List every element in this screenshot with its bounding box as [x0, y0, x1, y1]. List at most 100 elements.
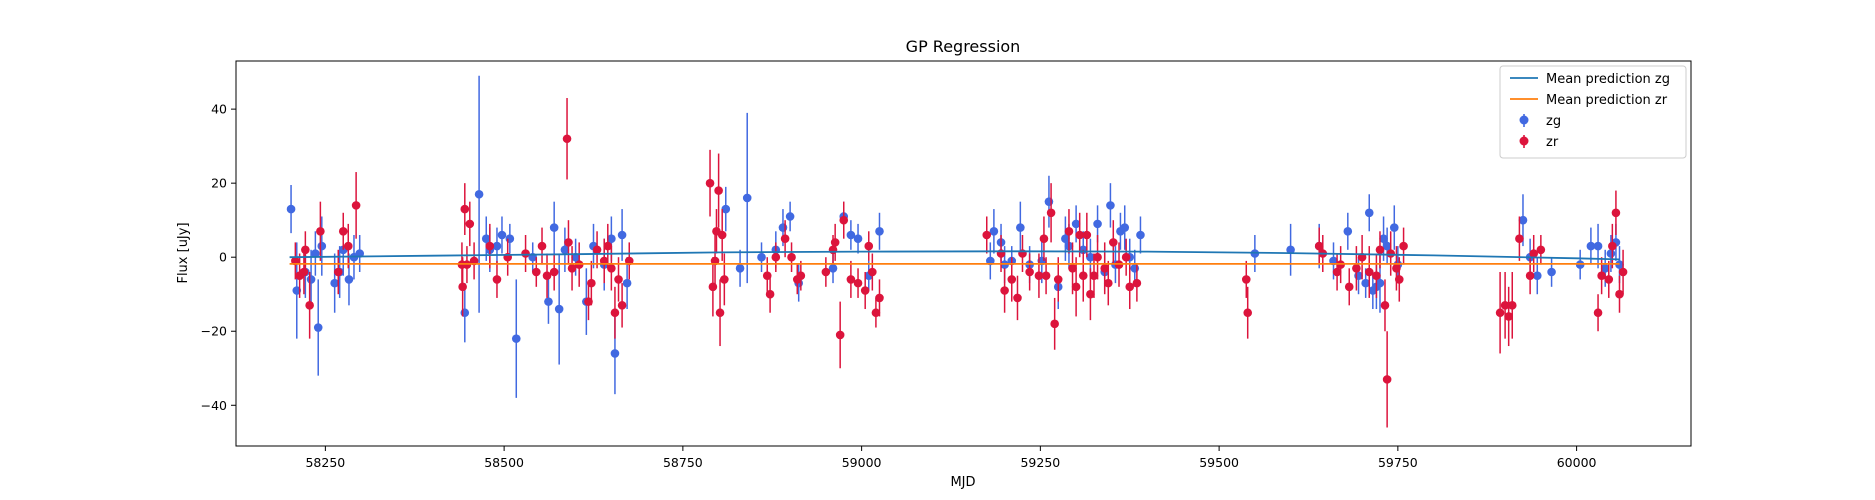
x-tick-label: 59000 [842, 455, 882, 470]
point-zg [828, 264, 838, 273]
point-zr [333, 267, 343, 277]
legend-zr-marker [1519, 136, 1529, 146]
point-zr [542, 271, 552, 281]
x-axis-label: MJD [950, 475, 975, 490]
point-zr [1243, 308, 1253, 318]
point-zr [1375, 245, 1385, 255]
mean-line-zg [289, 250, 1620, 261]
point-zr [562, 134, 572, 144]
point-zg [1364, 208, 1374, 218]
point-zr [705, 178, 715, 188]
point-zr [614, 275, 623, 284]
x-tick-label: 59750 [1378, 455, 1418, 470]
point-zr [1000, 286, 1009, 295]
point-zg [505, 234, 515, 243]
point-zg [554, 304, 564, 314]
point-zr [458, 282, 467, 292]
point-zg [617, 230, 627, 240]
point-zr [343, 241, 353, 251]
point-zg [1593, 241, 1603, 251]
point-zg [1086, 252, 1095, 262]
y-tick-label: 0 [219, 250, 227, 265]
point-zr [1103, 278, 1113, 288]
point-zr [1053, 275, 1063, 284]
point-zr [1093, 252, 1102, 262]
point-zr [1241, 275, 1251, 284]
point-zg [1061, 234, 1070, 243]
point-zg [1600, 264, 1610, 273]
point-zg [313, 323, 323, 332]
point-zr [564, 238, 573, 247]
point-zr [1597, 271, 1606, 281]
point-zr [796, 271, 806, 281]
point-zr [1025, 267, 1034, 277]
point-zr [1078, 271, 1088, 281]
point-zr [1075, 230, 1084, 240]
point-zr [1041, 271, 1051, 281]
point-zr [537, 241, 547, 251]
point-zr [717, 230, 727, 240]
point-zr [875, 293, 884, 303]
point-zr [1068, 264, 1077, 273]
point-zr [1344, 282, 1354, 292]
point-zr [1089, 271, 1099, 281]
point-zg [622, 278, 632, 288]
point-zr [871, 308, 881, 318]
y-tick-label: 40 [211, 102, 227, 117]
x-tick-label: 59250 [1020, 455, 1060, 470]
point-zg [492, 241, 502, 251]
point-zg [757, 252, 766, 262]
point-zg [607, 234, 616, 243]
point-zg [1130, 264, 1140, 273]
point-zr [549, 267, 559, 277]
point-zr [1380, 301, 1390, 310]
point-zr [567, 264, 577, 273]
point-zg [330, 278, 339, 288]
chart-title: GP Regression [906, 37, 1021, 56]
point-zr [1372, 271, 1381, 281]
x-tick-label: 58250 [305, 455, 345, 470]
legend-zg-marker [1519, 115, 1529, 125]
y-tick-label: −40 [201, 398, 227, 413]
legend-label-mean-zr: Mean prediction zr [1546, 93, 1668, 108]
point-zg [1286, 245, 1295, 255]
point-zr [982, 230, 992, 240]
point-zg [989, 226, 999, 236]
legend-label-mean-zg: Mean prediction zg [1546, 72, 1670, 87]
point-zr [1525, 271, 1535, 281]
point-zr [839, 215, 849, 225]
point-zr [821, 267, 831, 277]
point-zg [1016, 223, 1025, 232]
point-zr [860, 286, 870, 295]
point-zg [853, 234, 863, 243]
point-zg [286, 204, 296, 214]
point-zg [544, 297, 553, 306]
point-zg [317, 241, 327, 251]
y-tick-label: 20 [211, 176, 227, 191]
point-zr [1615, 289, 1624, 299]
point-zr [1039, 234, 1049, 243]
legend-box [1499, 65, 1687, 159]
point-zr [1611, 208, 1621, 218]
point-zg [1547, 267, 1556, 277]
point-zr [1082, 230, 1092, 240]
point-zr [521, 249, 530, 258]
point-zg [474, 189, 484, 199]
legend: Mean prediction zg Mean prediction zr zg… [1499, 65, 1687, 159]
point-zr [1121, 252, 1131, 262]
x-tick-label: 59500 [1199, 455, 1239, 470]
point-zg [560, 245, 570, 255]
point-zr [1352, 264, 1361, 273]
point-zr [853, 278, 863, 288]
point-zr [485, 241, 495, 251]
point-zr [1504, 312, 1513, 321]
point-zr [765, 289, 775, 299]
point-zr [1086, 289, 1095, 299]
point-zr [492, 275, 502, 284]
point-zg [549, 223, 559, 232]
point-zg [306, 275, 316, 284]
point-zr [1399, 241, 1408, 251]
point-zr [787, 252, 796, 262]
point-zr [828, 245, 838, 255]
